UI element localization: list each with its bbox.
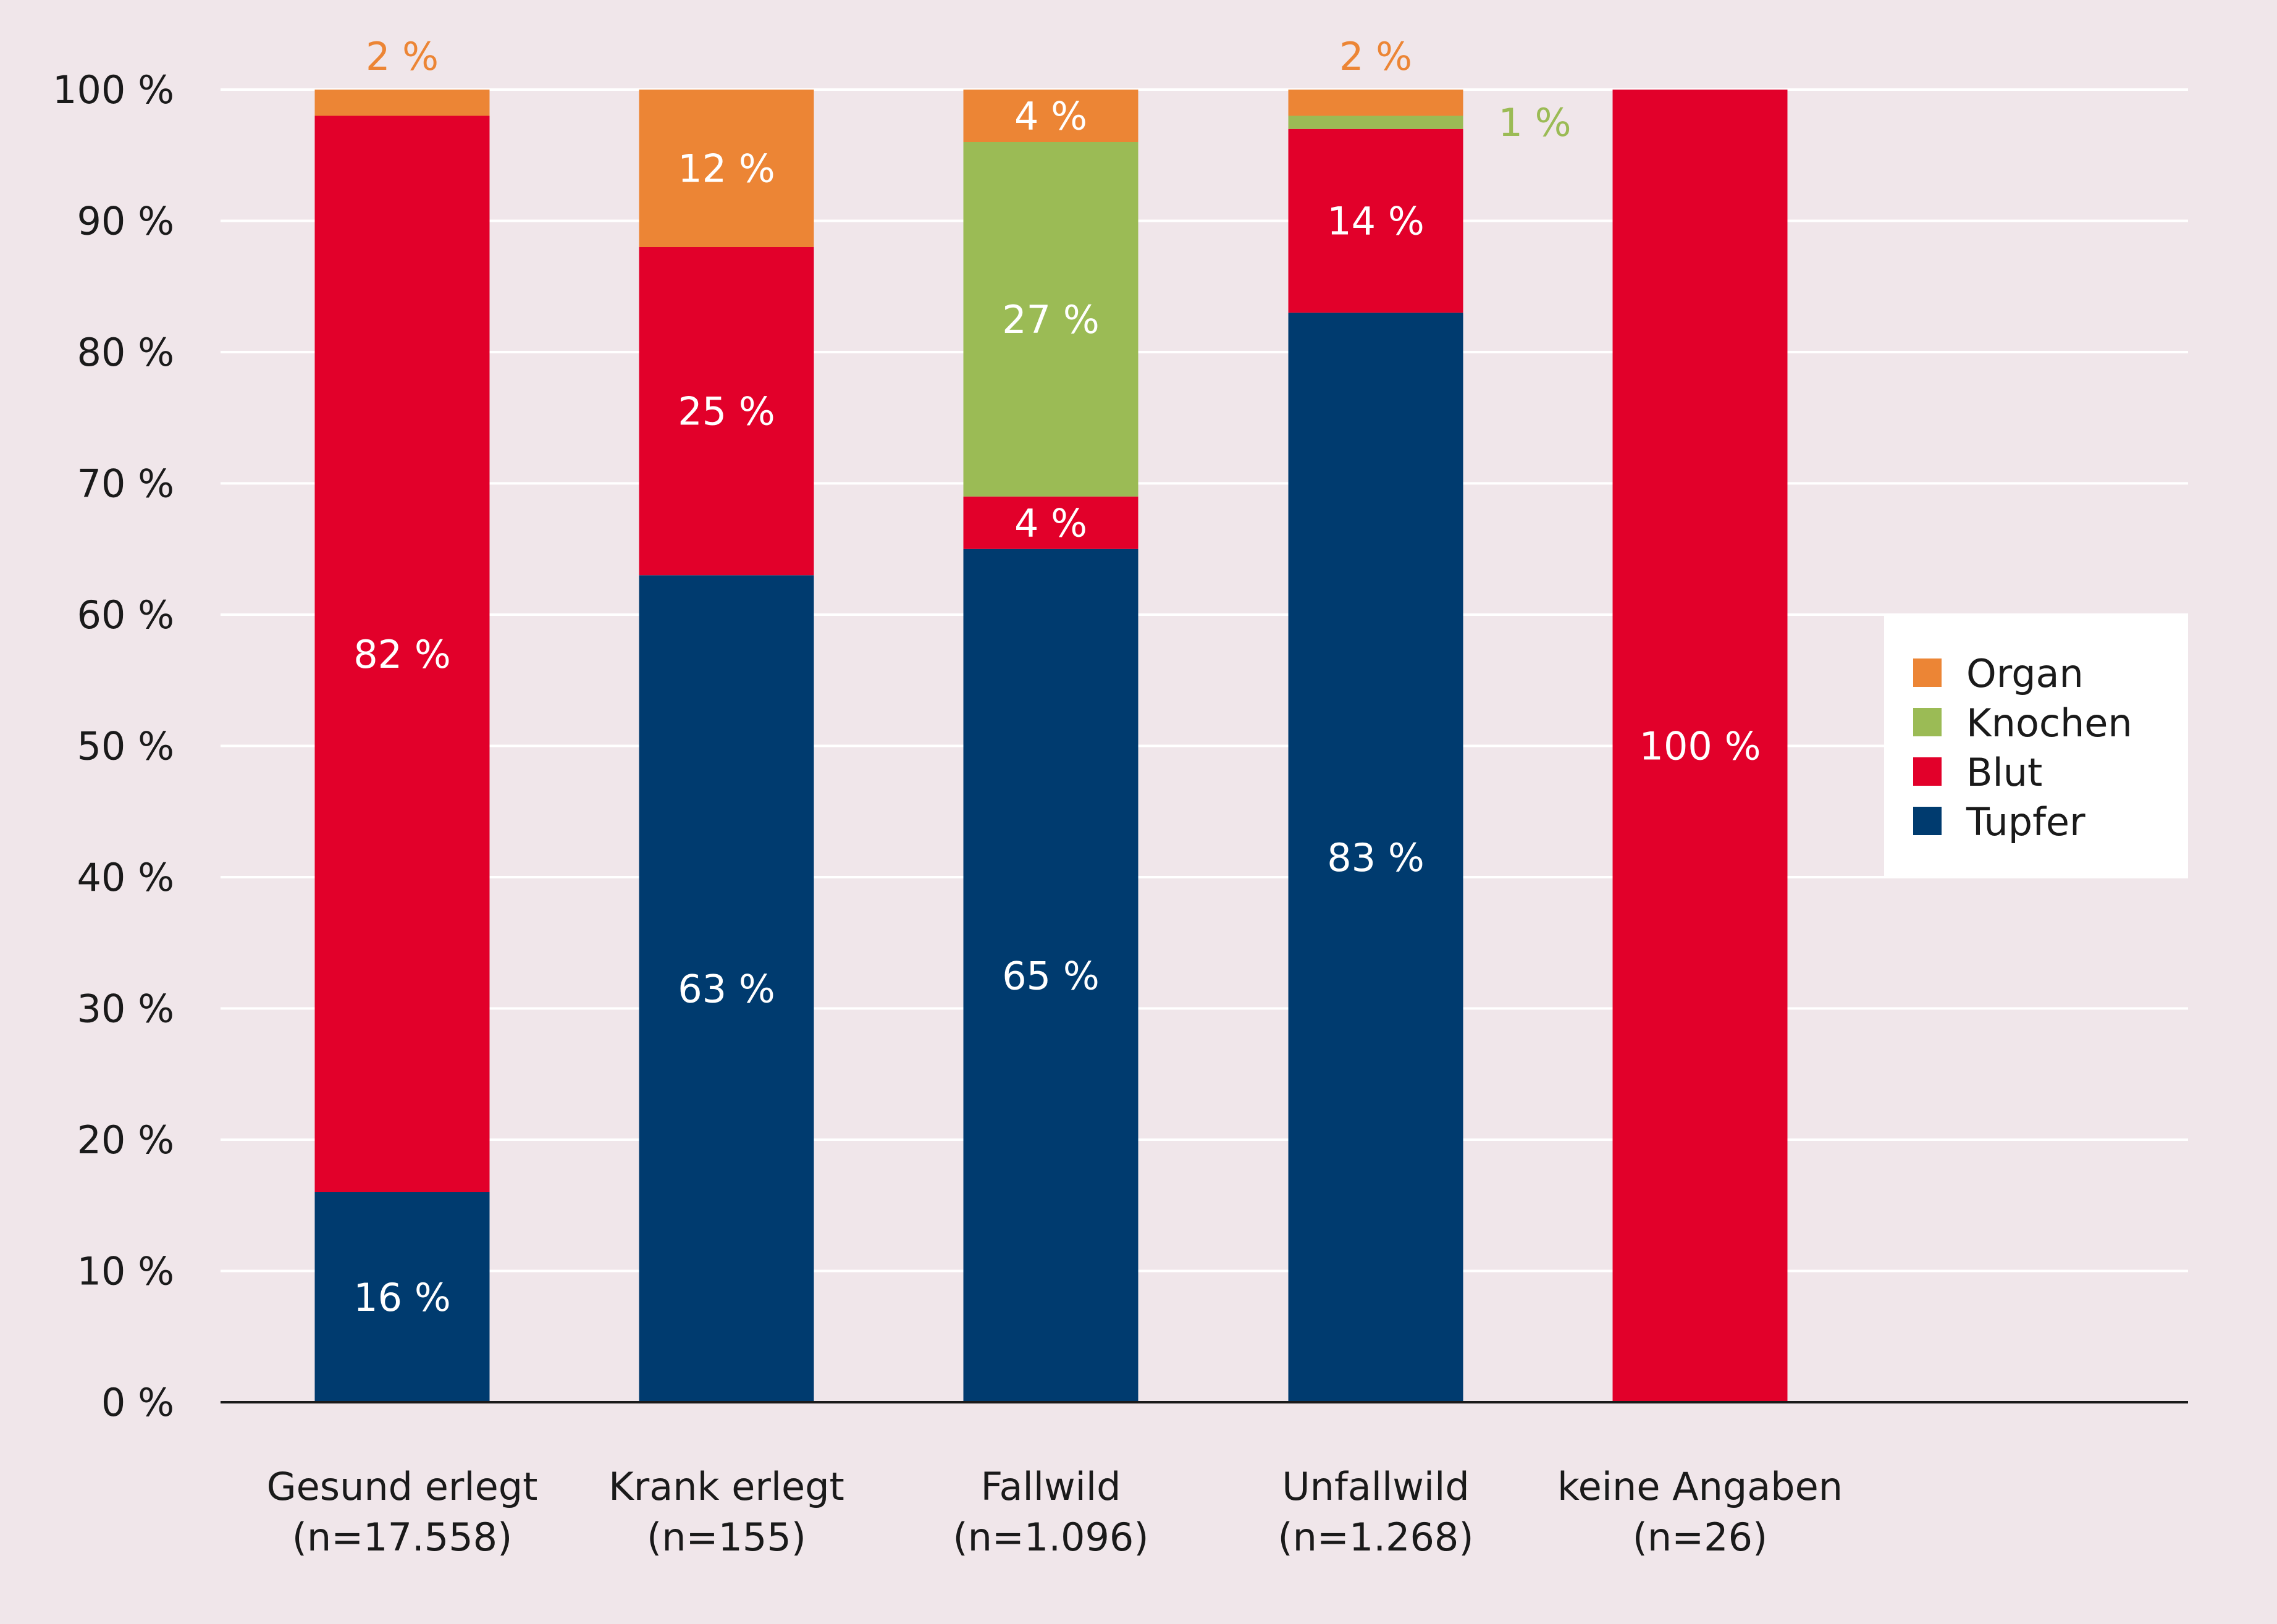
bar-segment-knochen [1288, 116, 1463, 129]
data-label-blut: 100 % [1639, 724, 1761, 769]
bar-segment-blut [314, 116, 490, 1192]
data-label-blut: 4 % [1014, 500, 1087, 545]
legend-label-blut: Blut [1966, 750, 2042, 795]
data-label-blut: 25 % [678, 389, 775, 434]
data-label-blut: 14 % [1327, 199, 1425, 244]
bar-segment-tupfer [639, 575, 814, 1402]
bar-segment-blut [639, 247, 814, 576]
data-label-tupfer: 83 % [1327, 835, 1425, 880]
y-tick-label: 10 % [77, 1249, 174, 1294]
legend-label-tupfer: Tupfer [1966, 799, 2085, 844]
x-tick-label: Fallwild [981, 1464, 1121, 1509]
legend-swatch-blut [1913, 757, 1942, 786]
y-tick-label: 90 % [77, 199, 174, 244]
legend-label-organ: Organ [1966, 651, 2084, 696]
bar-segment-tupfer [1288, 313, 1463, 1402]
y-tick-label: 30 % [77, 987, 174, 1032]
data-label-organ: 2 % [1339, 34, 1412, 79]
data-label-blut: 82 % [353, 632, 451, 677]
bar-segment-organ [314, 90, 490, 116]
bar-segment-organ [963, 90, 1138, 142]
x-tick-count: (n=17.558) [292, 1515, 513, 1560]
y-tick-label: 40 % [77, 855, 174, 900]
legend-swatch-organ [1913, 658, 1942, 687]
y-tick-label: 70 % [77, 461, 174, 507]
bar-segment-blut [1288, 128, 1463, 313]
data-label-knochen: 27 % [1002, 297, 1100, 342]
data-label-knochen: 1 % [1498, 100, 1571, 145]
x-tick-count: (n=26) [1633, 1515, 1768, 1560]
legend-swatch-tupfer [1913, 807, 1942, 835]
legend-swatch-knochen [1913, 708, 1942, 736]
bar-segment-organ [639, 90, 814, 247]
data-label-organ: 2 % [366, 34, 439, 79]
bar-segment-blut [1612, 90, 1788, 1402]
y-tick-label: 0 % [101, 1380, 174, 1425]
bar-segment-knochen [963, 142, 1138, 497]
legend-label-knochen: Knochen [1966, 701, 2132, 746]
bar-segment-blut [963, 496, 1138, 549]
x-tick-count: (n=155) [647, 1515, 806, 1560]
y-tick-label: 80 % [77, 330, 174, 375]
x-tick-label: Gesund erlegt [267, 1464, 538, 1509]
y-tick-label: 20 % [77, 1117, 174, 1163]
x-tick-label: keine Angaben [1557, 1464, 1843, 1509]
data-label-organ: 12 % [678, 146, 775, 191]
x-tick-count: (n=1.268) [1277, 1515, 1473, 1560]
x-tick-label: Krank erlegt [608, 1464, 844, 1509]
data-label-tupfer: 63 % [678, 967, 775, 1012]
bar-segment-tupfer [314, 1192, 490, 1402]
bar-segment-organ [1288, 90, 1463, 116]
data-label-organ: 4 % [1014, 94, 1087, 139]
data-label-tupfer: 16 % [353, 1275, 451, 1320]
y-tick-label: 100 % [53, 67, 174, 112]
y-tick-label: 60 % [77, 592, 174, 637]
data-label-tupfer: 65 % [1002, 953, 1100, 998]
y-tick-label: 50 % [77, 724, 174, 769]
bar-segment-tupfer [963, 549, 1138, 1402]
x-tick-count: (n=1.096) [953, 1515, 1148, 1560]
x-tick-label: Unfallwild [1282, 1464, 1469, 1509]
